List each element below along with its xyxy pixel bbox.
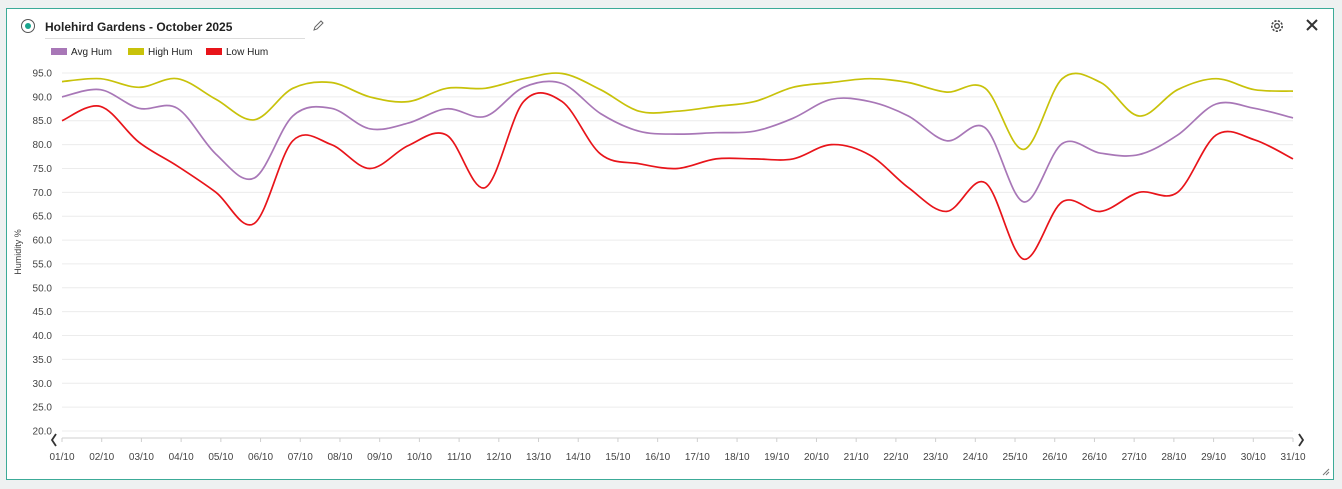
x-tick-label: 09/10 [367,452,392,463]
series-line-low-hum [61,92,1294,261]
resize-handle-icon[interactable] [1322,468,1330,476]
legend-swatch [128,47,144,55]
y-tick-label: 75.0 [33,164,53,175]
series-line-avg-hum [61,80,1294,203]
x-tick-label: 26/10 [1042,452,1067,463]
chart-title-input[interactable]: Holehird Gardens - October 2025 [45,19,305,39]
y-tick-label: 40.0 [33,331,53,342]
x-tick-label: 02/10 [89,452,114,463]
gear-icon[interactable] [1269,18,1285,34]
y-axis-label: Humidity % [13,229,23,275]
x-tick-label: 13/10 [526,452,551,463]
legend-swatch [206,47,222,55]
x-tick-label: 14/10 [566,452,591,463]
x-tick-label: 18/10 [725,452,750,463]
y-tick-label: 90.0 [33,92,53,103]
x-tick-label: 17/10 [685,452,710,463]
y-tick-label: 25.0 [33,403,53,414]
humidity-line-chart: 20.0 25.0 30.0 35.0 40.0 45.0 50.0 55.0 60.0 65.0… [13,69,1306,464]
pencil-icon[interactable] [311,19,325,33]
legend-item-avg-hum[interactable]: Avg Hum [51,47,112,59]
x-tick-label: 27/10 [1122,452,1147,463]
x-tick-label: 26/10 [1082,452,1107,463]
y-tick-label: 20.0 [33,427,53,438]
x-tick-label: 12/10 [486,452,511,463]
y-tick-label: 60.0 [33,236,53,247]
y-tick-label: 45.0 [33,307,53,318]
x-tick-label: 10/10 [407,452,432,463]
x-tick-label: 07/10 [288,452,313,463]
x-tick-label: 30/10 [1241,452,1266,463]
y-tick-label: 80.0 [33,140,53,151]
y-tick-label: 35.0 [33,355,53,366]
x-tick-label: 01/10 [49,452,74,463]
legend-swatch [51,47,67,55]
legend-label: Avg Hum [71,47,112,58]
x-tick-label: 24/10 [963,452,988,463]
y-tick-label: 85.0 [33,116,53,127]
x-tick-label: 11/10 [447,452,472,463]
x-tick-label: 28/10 [1161,452,1186,463]
y-tick-label: 70.0 [33,188,53,199]
x-tick-label: 05/10 [208,452,233,463]
x-tick-label: 15/10 [605,452,630,463]
x-tick-label: 20/10 [804,452,829,463]
legend-item-high-hum[interactable]: High Hum [128,47,192,59]
close-icon[interactable] [1305,18,1319,32]
series-line-high-hum [61,72,1294,151]
chevron-right-icon[interactable] [1298,433,1305,447]
radio-selected-icon[interactable] [21,19,35,33]
chevron-left-icon[interactable] [50,433,57,447]
x-tick-label: 23/10 [923,452,948,463]
y-tick-label: 30.0 [33,379,53,390]
x-tick-label: 03/10 [129,452,154,463]
y-tick-label: 95.0 [33,69,53,80]
x-tick-label: 25/10 [1003,452,1028,463]
x-tick-label: 29/10 [1201,452,1226,463]
y-tick-label: 55.0 [33,259,53,270]
x-tick-label: 19/10 [764,452,789,463]
x-tick-label: 21/10 [844,452,869,463]
legend-label: Low Hum [226,47,269,58]
y-tick-label: 65.0 [33,212,53,223]
x-tick-label: 04/10 [169,452,194,463]
x-tick-label: 31/10 [1280,452,1305,463]
x-tick-label: 08/10 [327,452,352,463]
legend-item-low-hum[interactable]: Low Hum [206,47,268,59]
chart-panel: Holehird Gardens - October 2025 Avg Hum … [6,8,1334,480]
x-tick-label: 22/10 [883,452,908,463]
x-tick-label: 06/10 [248,452,273,463]
x-tick-label: 16/10 [645,452,670,463]
legend-label: High Hum [148,47,193,58]
y-tick-label: 50.0 [33,283,53,294]
